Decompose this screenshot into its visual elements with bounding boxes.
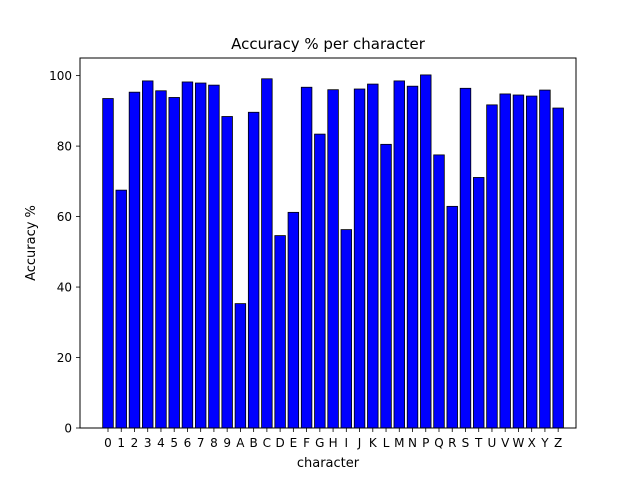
- bar-K: [367, 83, 379, 429]
- bar-V: [499, 93, 511, 429]
- x-tick-label: V: [501, 436, 510, 450]
- bar-Y: [539, 89, 551, 429]
- bar-W: [512, 94, 525, 429]
- y-ticks-group: 0 20 40 60 80 100: [49, 69, 80, 436]
- x-tick-label: A: [236, 436, 245, 450]
- x-tick-label: L: [383, 436, 390, 450]
- x-tick-label: T: [474, 436, 483, 450]
- bar-B: [247, 111, 260, 429]
- bar-C: [261, 78, 273, 429]
- bar-S: [459, 87, 472, 429]
- chart-title: Accuracy % per character: [231, 35, 426, 53]
- y-tick-label: 0: [64, 422, 72, 436]
- bar-7: [194, 82, 207, 429]
- x-tick-label: N: [408, 436, 417, 450]
- x-tick-label: G: [315, 436, 324, 450]
- x-tick-label: M: [394, 436, 404, 450]
- bar-A: [234, 303, 247, 429]
- bar-L: [380, 143, 392, 429]
- x-tick-label: Q: [434, 436, 443, 450]
- plot-frame: [79, 57, 577, 429]
- x-tick-label: U: [488, 436, 497, 450]
- y-axis-label: Accuracy %: [24, 205, 39, 281]
- x-tick-label: 7: [197, 436, 205, 450]
- x-tick-label: X: [528, 436, 536, 450]
- x-tick-label: J: [357, 436, 362, 450]
- x-tick-label: 6: [184, 436, 192, 450]
- bar-E: [287, 211, 300, 429]
- y-tick-label: 60: [57, 210, 72, 224]
- x-tick-label: S: [462, 436, 470, 450]
- bar-X: [525, 95, 538, 429]
- y-tick-label: 100: [49, 69, 72, 83]
- bar-2: [128, 91, 141, 429]
- bar-T: [473, 177, 485, 429]
- bar-F: [300, 86, 313, 429]
- bar-6: [181, 81, 194, 429]
- x-tick-label: E: [290, 436, 298, 450]
- x-tick-label: 1: [117, 436, 125, 450]
- bar-4: [155, 90, 167, 429]
- bar-5: [168, 97, 180, 429]
- x-tick-label: Y: [540, 436, 549, 450]
- x-tick-label: 4: [157, 436, 165, 450]
- x-tick-label: 0: [104, 436, 112, 450]
- x-axis-label: character: [297, 456, 360, 471]
- x-tick-label: D: [275, 436, 284, 450]
- bar-Q: [433, 154, 445, 429]
- bar-M: [393, 80, 405, 429]
- y-tick-label: 40: [57, 281, 72, 295]
- y-tick-label: 80: [57, 140, 72, 154]
- bar-I: [340, 229, 353, 429]
- y-tick-label: 20: [57, 351, 72, 365]
- bar-H: [327, 89, 339, 429]
- bar-9: [221, 116, 233, 429]
- x-tick-label: R: [448, 436, 456, 450]
- x-tick-label: K: [369, 436, 378, 450]
- bar-J: [353, 88, 366, 429]
- bar-R: [446, 205, 458, 429]
- x-tick-label: 5: [170, 436, 178, 450]
- x-tick-label: P: [422, 436, 429, 450]
- x-tick-label: 8: [210, 436, 218, 450]
- bar-8: [208, 84, 220, 429]
- x-tick-label: H: [329, 436, 338, 450]
- x-tick-label: 2: [131, 436, 139, 450]
- x-tick-label: Z: [554, 436, 562, 450]
- x-tick-label: I: [345, 436, 349, 450]
- bars-group: [102, 74, 564, 429]
- bar-Z: [552, 107, 564, 429]
- x-tick-label: F: [303, 436, 310, 450]
- x-tick-label: W: [513, 436, 525, 450]
- x-tick-label: 3: [144, 436, 152, 450]
- bar-D: [274, 235, 286, 429]
- bar-P: [420, 74, 432, 429]
- bar-N: [406, 85, 419, 429]
- bar-0: [102, 98, 114, 429]
- x-tick-label: 9: [223, 436, 231, 450]
- bar-U: [486, 104, 498, 429]
- x-tick-label: B: [250, 436, 258, 450]
- bar-G: [314, 133, 326, 429]
- bar-3: [142, 80, 154, 429]
- x-tick-label: C: [263, 436, 271, 450]
- bar-1: [115, 189, 127, 429]
